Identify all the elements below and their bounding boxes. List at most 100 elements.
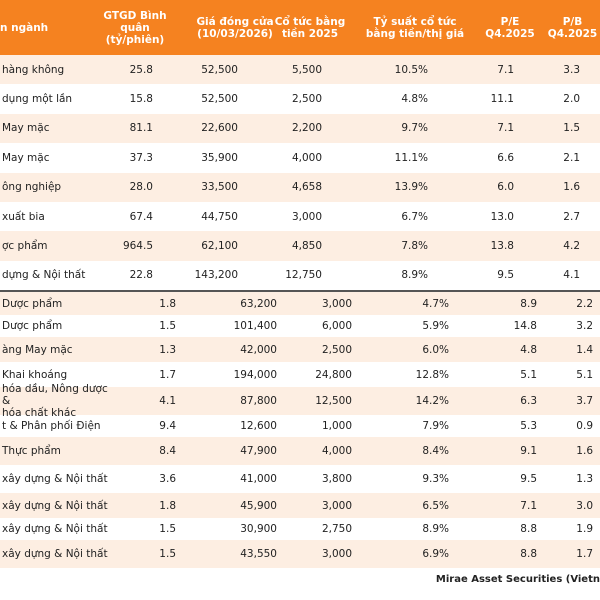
cell-value: 143,200	[194, 269, 238, 282]
cell-value: 47,900	[240, 445, 277, 457]
cell-value: 194,000	[233, 368, 277, 381]
cell-value: 87,800	[240, 395, 277, 407]
sector-name: May mặc	[2, 151, 50, 164]
cell-value: 101,400	[233, 320, 277, 332]
cell-value: 3,800	[321, 473, 352, 485]
cell-value: 43,550	[240, 548, 277, 560]
cell-value: 6.0%	[422, 343, 449, 356]
column-header: n ngành	[0, 21, 49, 34]
column-header: Giá đóng cửa (10/03/2026)	[196, 15, 274, 40]
cell-value: 81.1	[129, 122, 153, 135]
cell-value: 15.8	[129, 93, 153, 106]
row-band	[0, 55, 600, 85]
column-header: P/B Q4.2025	[547, 15, 598, 40]
cell-value: 2,750	[321, 523, 352, 535]
cell-value: 14.8	[513, 320, 537, 332]
cell-value: 4,658	[291, 181, 322, 194]
sector-name: t & Phân phối Điện	[2, 420, 101, 432]
cell-value: 62,100	[201, 240, 238, 253]
cell-value: 11.1%	[394, 151, 428, 164]
sector-name: xây dựng & Nội thất	[2, 523, 108, 535]
cell-value: 1.5	[159, 548, 176, 560]
cell-value: 24,800	[315, 368, 352, 381]
column-header: GTGD Bình quân (tỷ/phiên)	[103, 9, 167, 46]
cell-value: 9.7%	[401, 122, 428, 135]
cell-value: 12,750	[285, 269, 322, 282]
column-header: P/E Q4.2025	[485, 15, 535, 40]
cell-value: 14.2%	[415, 395, 449, 407]
row-band	[0, 231, 600, 261]
cell-value: 1.3	[576, 473, 593, 485]
cell-value: 2,200	[291, 122, 322, 135]
cell-value: 41,000	[240, 473, 277, 485]
sector-name: hóa dầu, Nông dược & hóa chất khác	[2, 383, 108, 419]
cell-value: 28.0	[129, 181, 153, 194]
cell-value: 22.8	[129, 269, 153, 282]
cell-value: 6.0	[497, 181, 514, 194]
cell-value: 1.5	[563, 122, 580, 135]
cell-value: 9.4	[159, 420, 176, 432]
cell-value: 5.1	[520, 368, 537, 381]
cell-value: 1.7	[159, 368, 176, 381]
cell-value: 9.3%	[422, 473, 449, 485]
cell-value: 22,600	[201, 122, 238, 135]
cell-value: 2.0	[563, 93, 580, 106]
cell-value: 6.6	[497, 151, 514, 164]
cell-value: 33,500	[201, 181, 238, 194]
cell-value: 7.1	[497, 122, 514, 135]
cell-value: 1.4	[576, 343, 593, 356]
cell-value: 3.3	[563, 63, 580, 76]
cell-value: 63,200	[240, 297, 277, 310]
cell-value: 9.5	[520, 473, 537, 485]
source-note: Mirae Asset Securities (Vietn	[435, 574, 600, 585]
cell-value: 2,500	[321, 343, 352, 356]
cell-value: 4,000	[291, 151, 322, 164]
cell-value: 3.6	[159, 473, 176, 485]
sector-name: Thực phẩm	[2, 445, 61, 457]
cell-value: 5.3	[520, 420, 537, 432]
sector-name: Khai khoáng	[2, 368, 68, 381]
cell-value: 12,600	[240, 420, 277, 432]
cell-value: 6.5%	[422, 499, 449, 512]
cell-value: 3.2	[576, 320, 593, 332]
cell-value: 8.4%	[422, 445, 449, 457]
cell-value: 12.8%	[415, 368, 449, 381]
sector-name: xây dựng & Nội thất	[2, 548, 108, 560]
cell-value: 6.7%	[401, 210, 428, 223]
cell-value: 4.8	[520, 343, 537, 356]
cell-value: 3,000	[321, 548, 352, 560]
cell-value: 9.5	[497, 269, 514, 282]
section-divider	[0, 290, 600, 292]
sector-name: àng May mặc	[2, 343, 73, 356]
cell-value: 1.8	[159, 297, 176, 310]
cell-value: 13.9%	[394, 181, 428, 194]
cell-value: 4.1	[563, 269, 580, 282]
cell-value: 44,750	[201, 210, 238, 223]
cell-value: 4.1	[159, 395, 176, 407]
cell-value: 6,000	[321, 320, 352, 332]
cell-value: 1.7	[576, 548, 593, 560]
cell-value: 1.5	[159, 320, 176, 332]
cell-value: 0.9	[576, 420, 593, 432]
cell-value: 7.8%	[401, 240, 428, 253]
cell-value: 9.1	[520, 445, 537, 457]
cell-value: 1.8	[159, 499, 176, 512]
row-band	[0, 493, 600, 518]
cell-value: 45,900	[240, 499, 277, 512]
cell-value: 3.0	[576, 499, 593, 512]
cell-value: 1.5	[159, 523, 176, 535]
cell-value: 1.9	[576, 523, 593, 535]
cell-value: 4.2	[563, 240, 580, 253]
cell-value: 37.3	[129, 151, 153, 164]
cell-value: 1.3	[159, 343, 176, 356]
table-header	[0, 0, 600, 55]
sector-name: xây dựng & Nội thất	[2, 473, 108, 485]
cell-value: 8.4	[159, 445, 176, 457]
cell-value: 2,500	[291, 93, 322, 106]
cell-value: 3,000	[291, 210, 322, 223]
cell-value: 4,000	[321, 445, 352, 457]
sector-name: Dược phẩm	[2, 320, 63, 332]
cell-value: 12,500	[315, 395, 352, 407]
cell-value: 5.9%	[422, 320, 449, 332]
sector-name: May mặc	[2, 122, 50, 135]
